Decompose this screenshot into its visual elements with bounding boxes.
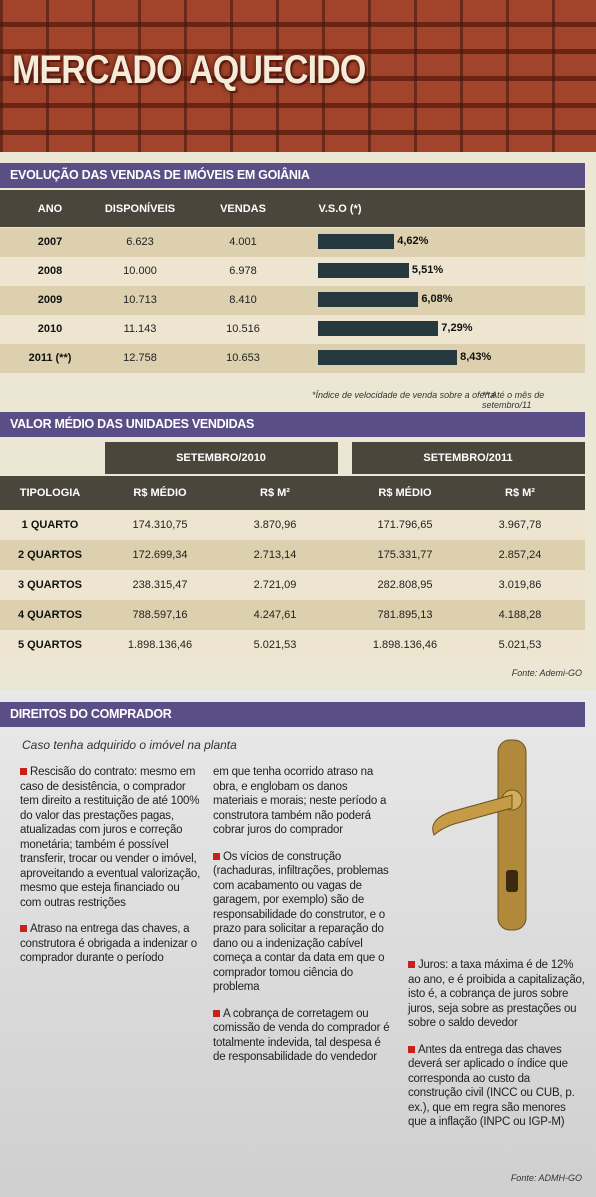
column-header: R$ MÉDIO [133, 487, 187, 499]
table-row [0, 257, 585, 286]
value: 2.721,09 [253, 579, 297, 591]
footnote: ** Até o mês de setembro/11 [482, 390, 545, 410]
value: 1.898.136,46 [372, 639, 438, 651]
column-header: DISPONÍVEIS [104, 203, 176, 215]
paragraph: em que tenha ocorrido atraso na obra, e … [213, 766, 387, 836]
column-header: R$ MÉDIO [378, 487, 432, 499]
vso-bar [318, 321, 439, 336]
value: 5.021,53 [253, 639, 297, 651]
table-row [0, 600, 585, 630]
table-row [0, 570, 585, 600]
source: Fonte: ADMH-GO [510, 1173, 582, 1183]
section-title: EVOLUÇÃO DAS VENDAS DE IMÓVEIS EM GOIÂNI… [0, 163, 585, 188]
value: 788.597,16 [132, 609, 188, 621]
table-row [0, 510, 585, 540]
typology: 4 QUARTOS [18, 609, 82, 621]
column-header: VENDAS [220, 203, 266, 215]
value: 5.021,53 [498, 639, 542, 651]
header-row [0, 476, 585, 510]
table-row [0, 228, 585, 257]
value: 282.808,95 [377, 579, 433, 591]
sold: 10.516 [226, 323, 260, 335]
paragraph: Antes da entrega das chaves deverá ser a… [408, 1043, 586, 1130]
paragraph: Atraso na entrega das chaves, a construt… [20, 922, 202, 966]
vso-bar [318, 292, 419, 307]
paragraph: Juros: a taxa máxima é de 12% ao ano, e … [408, 959, 585, 1029]
value: 172.699,34 [132, 549, 188, 561]
column-header: TIPOLOGIA [19, 487, 81, 499]
column-header: ANO [37, 203, 63, 215]
sold: 4.001 [229, 236, 257, 248]
value: 3.967,78 [498, 519, 542, 531]
paragraph: Os vícios de construção (rachaduras, inf… [213, 850, 395, 995]
typology: 3 QUARTOS [18, 579, 82, 591]
source: Fonte: Ademi-GO [511, 668, 582, 678]
vso-bar [318, 263, 409, 278]
value: 4.247,61 [253, 609, 297, 621]
vso-label: 4,62% [397, 235, 429, 247]
main-title: MERCADO AQUECIDO [12, 48, 366, 92]
column-header: R$ M² [260, 487, 290, 499]
sold: 10.653 [226, 352, 260, 364]
header-row [0, 190, 585, 227]
table-row [0, 630, 585, 660]
available: 10.713 [123, 294, 157, 306]
paragraph: Rescisão do contrato: mesmo em caso de d… [20, 766, 201, 909]
value: 2.713,14 [253, 549, 297, 561]
typology: 1 QUARTO [21, 519, 79, 531]
roof-illustration [0, 0, 596, 152]
column-header: V.S.O (*) [318, 203, 362, 215]
section-title: VALOR MÉDIO DAS UNIDADES VENDIDAS [0, 412, 585, 437]
available: 11.143 [123, 323, 157, 335]
vso-label: 8,43% [460, 351, 492, 363]
year: 2007 [37, 236, 63, 248]
vso-bar [318, 234, 395, 249]
text-column: Rescisão do contrato: mesmo em caso de d… [20, 765, 202, 978]
period-label: SETEMBRO/2010 [176, 452, 266, 464]
value: 171.796,65 [377, 519, 433, 531]
period-label: SETEMBRO/2011 [423, 452, 513, 464]
year: 2011 (**) [28, 352, 72, 364]
available: 12.758 [123, 352, 157, 364]
period-header [352, 442, 585, 474]
available: 6.623 [126, 236, 154, 248]
door-handle [432, 739, 527, 931]
table-row [0, 540, 585, 570]
footnote: *Índice de velocidade de venda sobre a o… [312, 390, 496, 400]
available: 10.000 [123, 265, 157, 277]
value: 781.895,13 [377, 609, 433, 621]
vso-bar [318, 350, 458, 365]
value: 238.315,47 [132, 579, 188, 591]
value: 174.310,75 [132, 519, 188, 531]
section-title: DIREITOS DO COMPRADOR [0, 702, 585, 727]
vso-label: 6,08% [421, 293, 453, 305]
paragraph: A cobrança de corretagem ou comissão de … [213, 1007, 395, 1065]
vso-label: 7,29% [441, 322, 473, 334]
table-row [0, 315, 585, 344]
table-row [0, 286, 585, 315]
typology: 2 QUARTOS [18, 549, 82, 561]
typology: 5 QUARTOS [18, 639, 82, 651]
vso-label: 5,51% [411, 264, 444, 276]
year: 2010 [37, 323, 63, 335]
sold: 6.978 [229, 265, 257, 277]
period-header [105, 442, 338, 474]
value: 1.898.136,46 [127, 639, 193, 651]
value: 2.857,24 [498, 549, 542, 561]
year: 2008 [37, 265, 63, 277]
value: 3.019,86 [498, 579, 542, 591]
value: 4.188,28 [498, 609, 542, 621]
value: 175.331,77 [377, 549, 433, 561]
column-header: R$ M² [505, 487, 535, 499]
sold: 8.410 [229, 294, 257, 306]
text-column: em que tenha ocorrido atraso na obra, e … [213, 765, 395, 1077]
year: 2009 [37, 294, 63, 306]
text-column: Juros: a taxa máxima é de 12% ao ano, e … [408, 958, 586, 1142]
value: 3.870,96 [253, 519, 297, 531]
subtitle: Caso tenha adquirido o imóvel na planta [22, 738, 237, 752]
table-row [0, 344, 585, 373]
